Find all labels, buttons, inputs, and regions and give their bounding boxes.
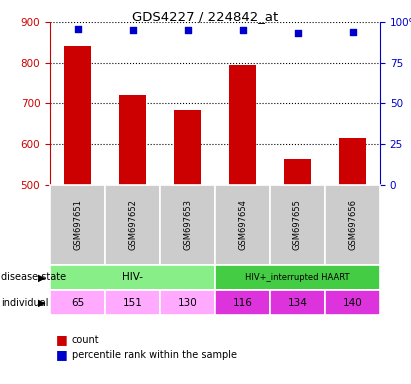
Text: ■: ■: [55, 333, 67, 346]
Point: [349, 29, 356, 35]
Text: HIV+_interrupted HAART: HIV+_interrupted HAART: [245, 273, 350, 282]
Point: [74, 25, 81, 31]
Text: 151: 151: [122, 298, 143, 308]
Text: GSM697654: GSM697654: [238, 200, 247, 250]
Text: count: count: [72, 335, 99, 345]
Point: [294, 30, 301, 36]
Text: individual: individual: [1, 298, 48, 308]
Text: GSM697653: GSM697653: [183, 200, 192, 250]
Point: [239, 27, 246, 33]
Point: [184, 27, 191, 33]
Text: ▶: ▶: [38, 273, 46, 283]
Text: 134: 134: [288, 298, 307, 308]
Text: 140: 140: [343, 298, 363, 308]
Point: [129, 27, 136, 33]
Text: HIV-: HIV-: [122, 273, 143, 283]
Bar: [64, 46, 91, 185]
Text: GSM697652: GSM697652: [128, 200, 137, 250]
Bar: [339, 138, 366, 185]
Text: GSM697656: GSM697656: [348, 200, 357, 250]
Text: 116: 116: [233, 298, 252, 308]
Text: 130: 130: [178, 298, 197, 308]
Text: disease state: disease state: [1, 273, 66, 283]
Text: GSM697651: GSM697651: [73, 200, 82, 250]
Text: percentile rank within the sample: percentile rank within the sample: [72, 350, 237, 360]
Bar: [229, 65, 256, 185]
Bar: [119, 95, 146, 185]
Text: 65: 65: [71, 298, 84, 308]
Text: ▶: ▶: [38, 298, 46, 308]
Text: ■: ■: [55, 349, 67, 361]
Text: GSM697655: GSM697655: [293, 200, 302, 250]
Bar: [174, 109, 201, 185]
Bar: [284, 159, 311, 185]
Text: GDS4227 / 224842_at: GDS4227 / 224842_at: [132, 10, 279, 23]
